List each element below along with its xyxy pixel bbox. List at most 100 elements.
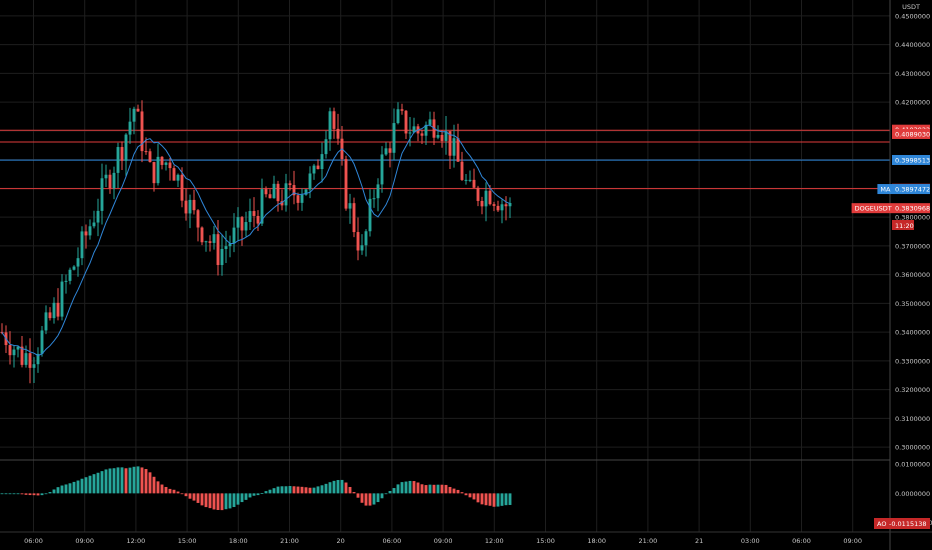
ao-bar xyxy=(460,492,464,494)
ao-bar xyxy=(60,485,64,494)
candle-body xyxy=(48,312,52,319)
ao-bar xyxy=(152,476,156,494)
candle-body xyxy=(436,135,440,138)
price-axis[interactable]: 0.45000000.44000000.43000000.42000000.41… xyxy=(895,12,930,451)
candle-body xyxy=(408,132,412,134)
candle-body xyxy=(360,245,364,251)
ao-bar xyxy=(344,482,348,494)
candle-body xyxy=(76,258,80,267)
candle-body xyxy=(64,280,68,282)
ao-bar xyxy=(332,480,336,494)
ao-bar xyxy=(144,469,148,494)
candle-body xyxy=(476,187,480,201)
price-badge-value: 0.3830968 xyxy=(895,205,930,213)
ao-bar xyxy=(500,493,504,506)
time-tick-label: 20 xyxy=(337,537,345,545)
candle-body xyxy=(40,330,44,354)
candle-body xyxy=(284,183,288,206)
candles xyxy=(0,100,512,384)
ao-bar xyxy=(380,493,384,499)
candle-body xyxy=(172,168,176,181)
candle-body xyxy=(280,201,284,206)
ao-bar xyxy=(424,485,428,494)
ao-bar xyxy=(84,477,88,494)
time-tick-label: 06:00 xyxy=(24,537,43,545)
ao-bar xyxy=(264,491,268,494)
ao-bar xyxy=(96,472,100,494)
candle-body xyxy=(312,165,316,174)
ao-bar xyxy=(64,484,68,494)
candle-body xyxy=(244,222,248,231)
candle-body xyxy=(456,138,460,162)
time-tick-label: 21:00 xyxy=(639,537,658,545)
candle-body xyxy=(212,234,216,243)
price-tick-label: 0.4500000 xyxy=(895,12,930,20)
candle-body xyxy=(304,189,308,195)
candle-body xyxy=(396,109,400,124)
candle-body xyxy=(484,190,488,207)
time-tick-label: 21:00 xyxy=(280,537,299,545)
candle-body xyxy=(124,134,128,161)
candle-body xyxy=(156,156,160,184)
candle-body xyxy=(184,200,188,214)
time-tick-label: 06:00 xyxy=(383,537,402,545)
ao-bar xyxy=(476,493,480,503)
candle-body xyxy=(496,205,500,211)
ao-bar xyxy=(356,493,360,498)
ao-bar xyxy=(244,493,248,500)
ao-bar xyxy=(164,486,168,494)
price-tick-label: 0.3600000 xyxy=(895,271,930,279)
candle-body xyxy=(136,108,140,112)
price-badge-value: 0.3998513 xyxy=(895,156,930,164)
ao-bar xyxy=(216,493,220,510)
ao-bar xyxy=(228,493,232,509)
candle-body xyxy=(252,211,256,216)
ao-bar xyxy=(336,480,340,494)
candle-body xyxy=(220,248,224,266)
candle-body xyxy=(256,215,260,224)
candle-body xyxy=(380,154,384,185)
ao-bar xyxy=(16,493,20,495)
candle-body xyxy=(56,302,60,317)
price-badge-box xyxy=(892,184,930,195)
time-tick-label: 06:00 xyxy=(792,537,811,545)
ao-bar xyxy=(368,493,372,506)
candle-body xyxy=(444,131,448,141)
price-badge-tag xyxy=(877,184,892,195)
ao-bar xyxy=(328,482,332,494)
candle-body xyxy=(188,199,192,214)
candle-body xyxy=(328,111,332,140)
candle-body xyxy=(168,162,172,169)
ao-bar xyxy=(88,475,92,494)
candle-body xyxy=(152,162,156,184)
ao-bar xyxy=(352,492,356,494)
ao-bar xyxy=(420,484,424,494)
ao-bar xyxy=(204,493,208,508)
ao-bar xyxy=(124,468,128,494)
candle-body xyxy=(292,185,296,196)
candle-body xyxy=(308,173,312,190)
ao-last-value: -0.0115138 xyxy=(889,520,927,528)
ao-bar xyxy=(376,493,380,503)
candle-body xyxy=(412,126,416,133)
candle-body xyxy=(180,174,184,201)
ao-bar xyxy=(316,486,320,494)
ao-bar xyxy=(488,493,492,506)
candle-body xyxy=(44,312,48,331)
candle-body xyxy=(228,243,232,247)
candle-body xyxy=(296,195,300,203)
price-tick-label: 0.3800000 xyxy=(895,214,930,222)
time-tick-label: 03:00 xyxy=(741,537,760,545)
time-axis[interactable]: 06:00 09:00 12:00 15:00 18:00 21:00 20 06:00 09:… xyxy=(24,537,862,545)
candle-body xyxy=(300,194,304,203)
candle-body xyxy=(52,302,56,319)
time-tick-label: 15:00 xyxy=(536,537,555,545)
ao-bar xyxy=(184,493,188,497)
price-tick-label: 0.3300000 xyxy=(895,357,930,365)
ao-bar xyxy=(172,489,176,494)
ao-bar xyxy=(8,493,12,495)
ao-bar xyxy=(360,493,364,503)
ao-bar xyxy=(504,493,508,506)
ao-bar xyxy=(280,486,284,494)
